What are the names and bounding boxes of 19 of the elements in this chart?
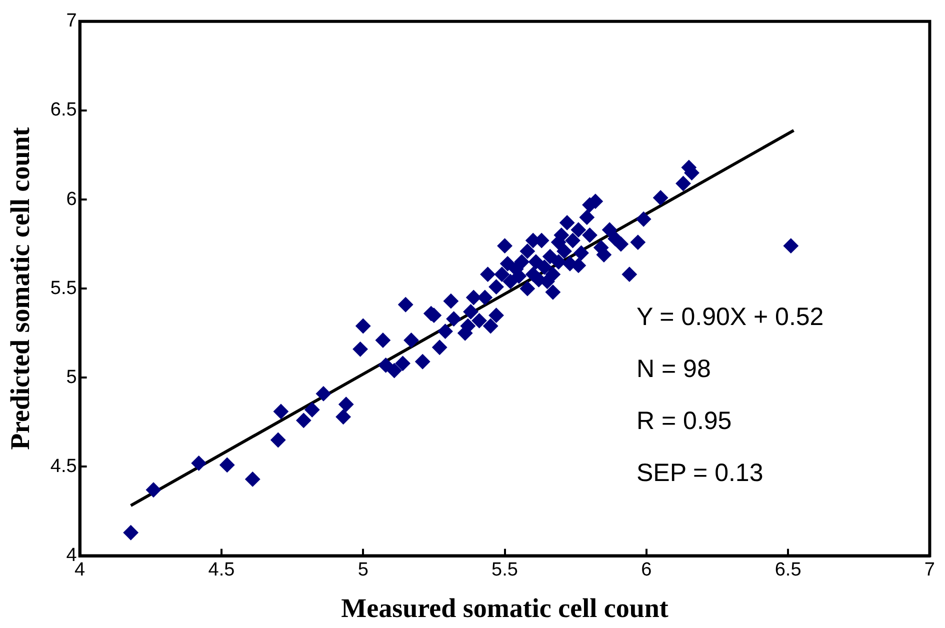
annotation: SEP = 0.13 bbox=[636, 458, 764, 487]
y-tick-label: 7 bbox=[66, 10, 77, 32]
x-tick-label: 5 bbox=[358, 559, 368, 580]
x-tick-label: 6.5 bbox=[774, 559, 802, 580]
x-axis-title: Measured somatic cell count bbox=[341, 592, 668, 623]
annotation: N = 98 bbox=[636, 354, 711, 383]
y-tick-label: 4.5 bbox=[50, 456, 77, 477]
annotation: Y = 0.90X + 0.52 bbox=[636, 302, 824, 331]
y-tick-label: 4 bbox=[66, 545, 78, 566]
annotation: R = 0.95 bbox=[636, 406, 732, 435]
x-tick-label: 4.5 bbox=[208, 559, 235, 580]
y-tick-label: 5 bbox=[66, 366, 77, 388]
y-tick-label: 6.5 bbox=[50, 100, 77, 121]
y-axis-title: Predicted somatic cell count bbox=[5, 127, 36, 450]
x-tick-label: 7 bbox=[924, 559, 936, 580]
y-tick-label: 6 bbox=[66, 188, 77, 210]
x-tick-label: 6 bbox=[641, 559, 652, 580]
x-tick-label: 5.5 bbox=[492, 559, 518, 580]
y-tick-label: 5.5 bbox=[50, 278, 77, 299]
